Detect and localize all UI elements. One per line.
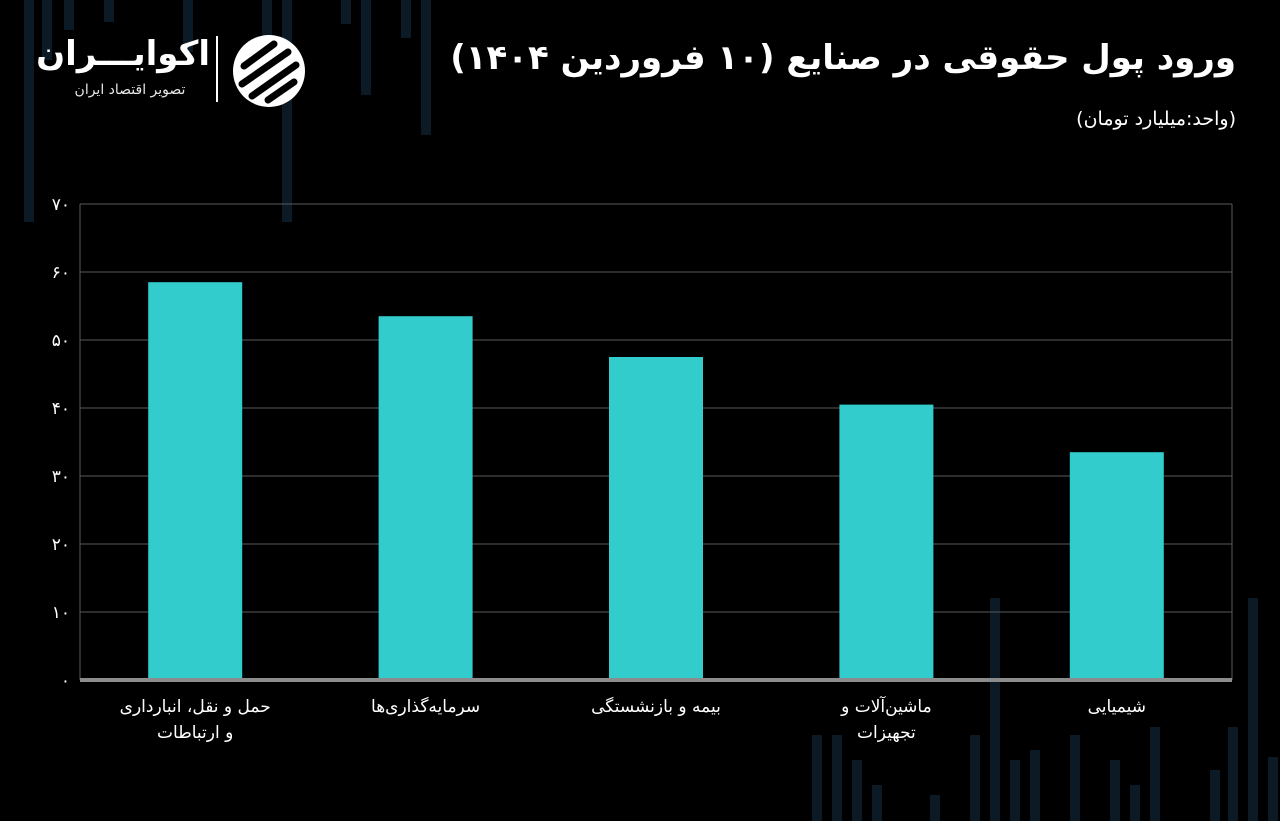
y-tick-label: ۶۰ <box>52 263 70 283</box>
x-tick-label: تجهیزات <box>857 723 916 743</box>
y-tick-label: ۳۰ <box>52 467 70 487</box>
logo-name: اکوایـــران <box>36 34 210 74</box>
bar <box>378 316 473 680</box>
y-tick-label: ۲۰ <box>52 535 70 555</box>
y-tick-label: ۵۰ <box>52 331 70 351</box>
bar <box>148 282 243 680</box>
y-tick-label: ۱۰ <box>52 603 70 623</box>
x-tick-label: بیمه و بازنشستگی <box>591 696 721 717</box>
x-tick-label: و ارتباطات <box>157 723 233 743</box>
x-tick-label: ماشین‌آلات و <box>840 695 932 717</box>
y-tick-label: ۴۰ <box>52 399 70 419</box>
x-tick-label: شیمیایی <box>1088 697 1146 717</box>
chart-subtitle: (واحد:میلیارد تومان) <box>1076 108 1236 130</box>
brand-logo: اکوایـــران تصویر اقتصاد ایران <box>36 30 320 110</box>
bar <box>609 357 703 680</box>
bar <box>1069 452 1164 680</box>
logo-divider <box>216 36 218 102</box>
logo-tagline: تصویر اقتصاد ایران <box>74 82 186 98</box>
y-tick-label: ۰ <box>61 671 70 691</box>
x-tick-label: سرمایه‌گذاری‌ها <box>371 696 480 717</box>
x-tick-label: حمل و نقل، انبارداری <box>120 697 271 717</box>
bar <box>839 404 934 680</box>
chart-title: ورود پول حقوقی در صنایع (۱۰ فروردین ۱۴۰۴… <box>450 38 1236 78</box>
ecoiran-logo-icon <box>233 35 305 107</box>
y-tick-label: ۷۰ <box>52 195 70 215</box>
